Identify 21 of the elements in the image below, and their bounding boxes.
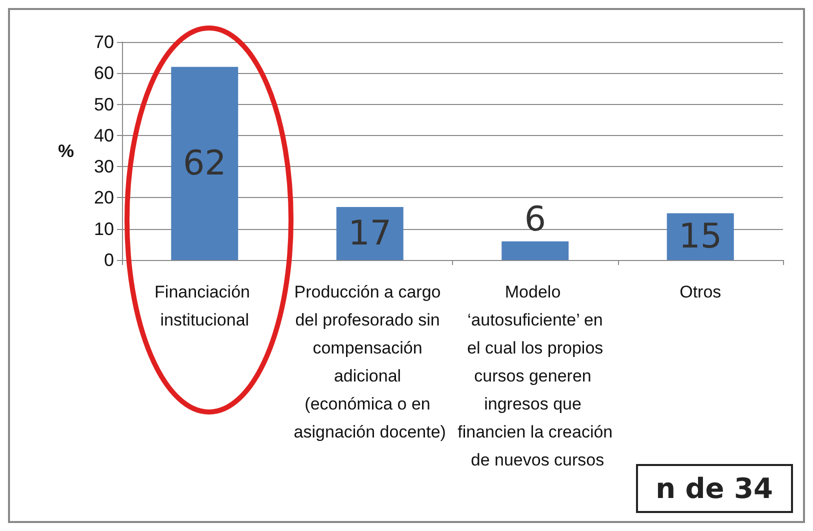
y-tick-label: 70 <box>94 32 114 52</box>
y-tick-label: 50 <box>94 94 114 114</box>
x-tick-label: Modelo ‘autosuficiente’ en el cual los propios cursos generen ingresos que financien la creación de nuevos cursos <box>458 282 613 470</box>
y-tick-label: 40 <box>94 125 114 146</box>
data-label: 17 <box>348 214 392 254</box>
x-tick-label: Producción a cargo del profesorado sin compensación adicional (económica o en asignación docente) <box>294 282 446 442</box>
x-tick-label: Financiación institucional <box>154 282 255 330</box>
y-tick-label: 10 <box>94 218 114 239</box>
data-label: 15 <box>678 216 722 257</box>
y-tick-label: 30 <box>94 156 114 177</box>
y-tick-label: 60 <box>94 63 114 84</box>
y-tick-label: 0 <box>104 250 114 270</box>
data-label: 62 <box>182 143 226 184</box>
data-label: 6 <box>524 199 546 240</box>
x-tick-label: Otros <box>680 282 722 302</box>
bar <box>171 66 238 260</box>
text: n de 34 <box>636 464 793 513</box>
y-tick-label: 20 <box>94 188 114 208</box>
bar <box>336 207 404 260</box>
bar <box>502 241 569 260</box>
y-axis-title: % <box>58 141 74 161</box>
